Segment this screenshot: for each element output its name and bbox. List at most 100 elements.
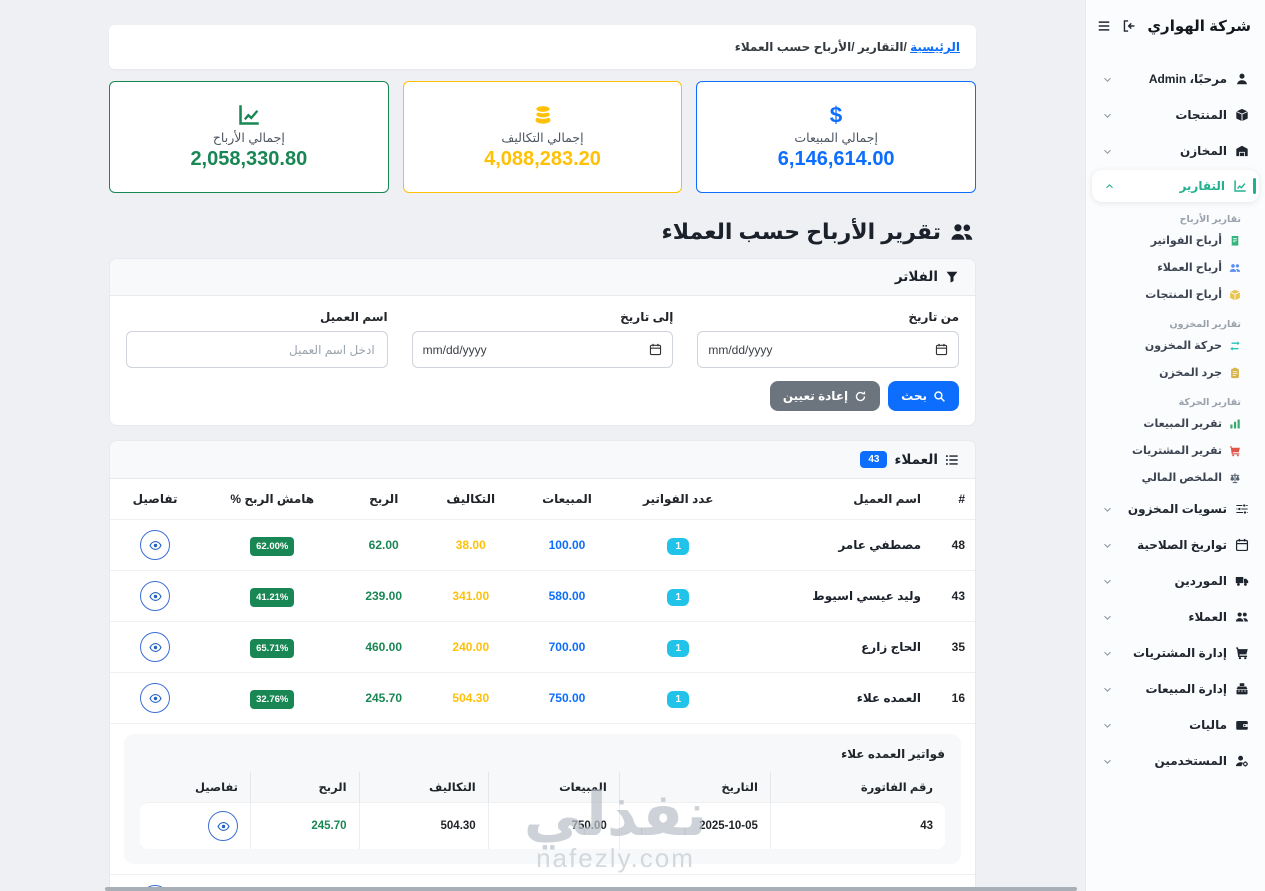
- sidebar-item-users[interactable]: المستخدمين: [1086, 743, 1265, 779]
- sidebar-item-label: مرحبًا، Admin: [1148, 72, 1227, 86]
- sidebar-item-purchases-management[interactable]: إدارة المشتريات: [1086, 635, 1265, 671]
- sidebar-item-sales-report[interactable]: تقرير المبيعات: [1086, 410, 1265, 437]
- costs-value: 592.00: [423, 874, 519, 891]
- sidebar-item-label: إدارة المبيعات: [1145, 682, 1227, 696]
- main-content: الرئيسية /التقارير /الأرباح حسب العملاء …: [105, 25, 1077, 891]
- sales-value: 750.00: [518, 672, 616, 724]
- warehouse-icon: [1235, 144, 1249, 158]
- view-details-button[interactable]: [140, 581, 171, 611]
- customers-table-panel: العملاء 43 # اسم العميل عدد الفواتير الم…: [109, 440, 976, 891]
- filter-icon: [945, 270, 959, 284]
- column-header-costs: التكاليف: [358, 772, 488, 802]
- customer-name-field: [125, 331, 388, 368]
- sidebar-item-purchases-report[interactable]: تقرير المشتريات: [1086, 437, 1265, 464]
- chevron-down-icon: [1102, 720, 1113, 731]
- column-header-profit: الربح: [250, 772, 359, 802]
- sidebar-item-stock-adjustments[interactable]: تسويات المخزون: [1086, 491, 1265, 527]
- search-icon: [933, 390, 946, 403]
- chevron-down-icon: [1102, 684, 1113, 695]
- calendar-icon[interactable]: [649, 343, 662, 356]
- stat-label: إجمالي المبيعات: [794, 131, 878, 145]
- wallet-icon: [1235, 718, 1249, 732]
- invoice-count-badge: 1: [667, 640, 689, 657]
- sidebar-item-financial-summary[interactable]: الملخص المالي: [1086, 464, 1265, 491]
- table-header-row: # اسم العميل عدد الفواتير المبيعات التكا…: [110, 479, 975, 520]
- date-placeholder: mm/dd/yyyy: [422, 342, 487, 357]
- sidebar-item-sales-management[interactable]: إدارة المبيعات: [1086, 671, 1265, 707]
- view-details-button[interactable]: [140, 683, 171, 713]
- profit-value: 239.00: [344, 570, 424, 622]
- chevron-down-icon: [1102, 756, 1113, 767]
- stat-card-total-costs: إجمالي التكاليف 4,088,283.20: [402, 81, 683, 193]
- from-date-input[interactable]: mm/dd/yyyy: [697, 331, 959, 368]
- sidebar-item-label: حركة المخزون: [1144, 340, 1222, 352]
- eye-icon: [148, 590, 162, 603]
- sidebar-item-label: المنتجات: [1175, 108, 1227, 122]
- sidebar-item-welcome-admin[interactable]: مرحبًا، Admin: [1086, 61, 1265, 97]
- svg-text:$: $: [830, 103, 843, 127]
- sidebar-item-label: التقارير: [1179, 179, 1225, 193]
- search-button[interactable]: بحث: [888, 381, 959, 411]
- invoice-number: 43: [769, 802, 945, 849]
- column-header-details: تفاصيل: [195, 782, 238, 794]
- expanded-invoices-row: فواتير العمده علاء رقم الفاتورة التاريخ …: [110, 723, 975, 875]
- breadcrumb-home-link[interactable]: الرئيسية: [910, 40, 960, 54]
- chevron-down-icon: [1102, 146, 1113, 157]
- reset-button-label: إعادة تعيين: [782, 389, 849, 403]
- submenu-section-profit-reports: تقارير الأرباح: [1179, 214, 1241, 225]
- cart-icon: [1229, 445, 1241, 457]
- sidebar-item-customers[interactable]: العملاء: [1086, 599, 1265, 635]
- customer-name-input[interactable]: [136, 341, 377, 358]
- submenu-section-stock-reports: تقارير المخزون: [1169, 319, 1241, 330]
- reset-button[interactable]: إعادة تعيين: [769, 381, 881, 411]
- column-header-margin: هامش الربح %: [230, 492, 315, 506]
- costs-value: 240.00: [423, 621, 519, 673]
- view-details-button[interactable]: [140, 530, 171, 560]
- customers-table: # اسم العميل عدد الفواتير المبيعات التكا…: [110, 479, 975, 891]
- customer-row: 35 الحاج زارع 1 700.00 240.00 460.00 65.…: [110, 621, 975, 673]
- invoices-table: رقم الفاتورة التاريخ المبيعات التكاليف ا…: [140, 772, 945, 849]
- sidebar-item-stock-movement[interactable]: حركة المخزون: [1086, 332, 1265, 359]
- chevron-down-icon: [1102, 576, 1113, 587]
- sidebar-item-label: المخازن: [1180, 144, 1227, 158]
- view-details-button[interactable]: [140, 632, 171, 662]
- customer-row: 16 العمده علاء 1 750.00 504.30 245.70 32…: [110, 672, 975, 724]
- column-header-costs: التكاليف: [446, 492, 496, 506]
- chart-bar-icon: [1229, 418, 1241, 430]
- collapse-sidebar-icon[interactable]: [1122, 19, 1136, 33]
- sidebar-item-products[interactable]: المنتجات: [1086, 97, 1265, 133]
- column-header-details: تفاصيل: [132, 492, 178, 506]
- sidebar-item-stock-count[interactable]: جرد المخزن: [1086, 359, 1265, 386]
- profit-value: 398.00: [344, 874, 424, 891]
- search-button-label: بحث: [901, 389, 927, 403]
- stat-value: 6,146,614.00: [777, 148, 895, 170]
- calendar-icon: [1235, 538, 1249, 552]
- view-invoice-button[interactable]: [208, 811, 238, 841]
- column-header-date: التاريخ: [618, 772, 770, 802]
- sidebar-item-finance[interactable]: ماليات: [1086, 707, 1265, 743]
- to-date-input[interactable]: mm/dd/yyyy: [411, 331, 674, 368]
- sidebar-item-expiry-dates[interactable]: تواريخ الصلاحية: [1086, 527, 1265, 563]
- swap-arrows-icon: [1229, 340, 1241, 352]
- box-icon: [1235, 108, 1249, 122]
- column-header-sales: المبيعات: [542, 492, 592, 506]
- stat-card-total-sales: $ إجمالي المبيعات 6,146,614.00: [696, 81, 976, 193]
- margin-badge: 62.00%: [250, 537, 295, 556]
- chart-line-icon: [237, 103, 261, 127]
- users-icon: [950, 220, 974, 244]
- sidebar-item-invoice-profits[interactable]: أرباح الفواتير: [1086, 227, 1265, 254]
- sidebar-item-warehouses[interactable]: المخازن: [1086, 133, 1265, 169]
- customer-row: 48 مصطفي عامر 1 100.00 38.00 62.00 62.00…: [110, 519, 975, 571]
- sidebar-item-reports[interactable]: التقارير: [1092, 170, 1259, 202]
- stat-label: إجمالي الأرباح: [212, 131, 285, 145]
- menu-icon[interactable]: [1097, 19, 1111, 33]
- sidebar-item-customer-profits[interactable]: أرباح العملاء: [1086, 254, 1265, 281]
- breadcrumb-section: /التقارير: [857, 40, 907, 54]
- sidebar-item-product-profits[interactable]: أرباح المنتجات: [1086, 281, 1265, 308]
- column-header-profit: الربح: [369, 492, 399, 506]
- horizontal-scrollbar[interactable]: [105, 887, 1077, 891]
- calendar-icon[interactable]: [935, 343, 948, 356]
- invoice-count-badge: 1: [667, 589, 689, 606]
- sidebar-item-suppliers[interactable]: الموردين: [1086, 563, 1265, 599]
- customers-count-badge: 43: [860, 451, 888, 468]
